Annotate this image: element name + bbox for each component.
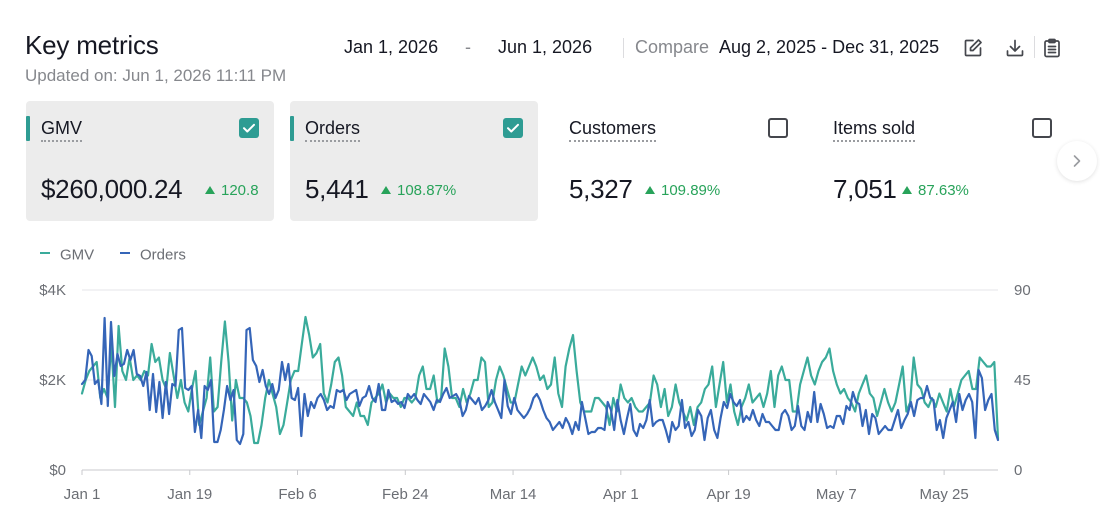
next-cards-button[interactable]	[1057, 141, 1097, 181]
x-tick-label: Apr 19	[706, 486, 750, 503]
card-value: 5,327	[569, 174, 633, 204]
legend-item-orders[interactable]: Orders	[120, 246, 186, 264]
y-left-tick-label: $2K	[39, 372, 66, 389]
date-start[interactable]: Jan 1, 2026	[344, 37, 439, 57]
compare-range[interactable]: Aug 2, 2025 - Dec 31, 2025	[719, 37, 940, 57]
y-left-tick-label: $4K	[39, 282, 66, 299]
card-change-value: 109.89%	[661, 182, 721, 199]
page-title: Key metrics	[25, 30, 159, 60]
up-arrow-icon	[645, 186, 655, 194]
legend-item-gmv[interactable]: GMV	[40, 246, 94, 264]
card-change-value: 120.8	[221, 182, 259, 199]
clipboard-icon[interactable]	[1041, 37, 1063, 59]
up-arrow-icon	[902, 186, 912, 194]
up-arrow-icon	[381, 186, 391, 194]
date-end[interactable]: Jun 1, 2026	[498, 37, 593, 57]
card-change: 108.87%	[381, 182, 456, 199]
chevron-right-icon	[1073, 155, 1081, 167]
card-change-value: 108.87%	[397, 182, 457, 199]
card-checkbox[interactable]	[768, 118, 788, 138]
metric-card-gmv[interactable]: GMV $260,000.24 120.8	[26, 101, 274, 221]
card-label: Orders	[305, 118, 361, 142]
x-tick-label: Feb 24	[382, 486, 429, 503]
legend-swatch	[40, 252, 50, 255]
x-tick-label: Jan 1	[64, 486, 101, 503]
card-checkbox[interactable]	[1032, 118, 1052, 138]
card-accent-bar	[290, 116, 294, 141]
y-right-tick-label: 90	[1014, 282, 1031, 299]
updated-timestamp: Updated on: Jun 1, 2026 11:11 PM	[25, 66, 287, 85]
y-right-tick-label: 45	[1014, 372, 1031, 389]
x-tick-label: May 7	[816, 486, 857, 503]
series-line-orders	[80, 316, 1000, 446]
card-value: 5,441	[305, 174, 369, 204]
card-checkbox[interactable]	[239, 118, 259, 138]
card-change: 109.89%	[645, 182, 720, 199]
metric-card-orders[interactable]: Orders 5,441 108.87%	[290, 101, 538, 221]
card-change: 120.8	[205, 182, 259, 199]
metric-card-items-sold[interactable]: Items sold 7,051 87.63%	[818, 101, 1066, 221]
card-value: 7,051	[833, 174, 897, 204]
x-tick-label: Jan 19	[167, 486, 212, 503]
card-accent-bar	[26, 116, 30, 141]
line-chart: $0 $2K $4K 0 45 90 Jan 1 Jan 19 Feb 6 Feb 24 Mar 1…	[39, 282, 1031, 503]
card-change-value: 87.63%	[918, 182, 969, 199]
legend-label: Orders	[140, 246, 186, 264]
y-left-tick-label: $0	[49, 462, 66, 479]
metric-card-customers[interactable]: Customers 5,327 109.89%	[554, 101, 802, 221]
date-separator: -	[465, 37, 471, 57]
card-checkbox[interactable]	[503, 118, 523, 138]
y-right-tick-label: 0	[1014, 462, 1022, 479]
card-change: 87.63%	[902, 182, 969, 199]
up-arrow-icon	[205, 186, 215, 194]
header-divider	[623, 38, 624, 58]
legend-label: GMV	[60, 246, 95, 264]
x-tick-label: Apr 1	[603, 486, 639, 503]
card-label: Items sold	[833, 118, 916, 142]
x-tick-label: Mar 14	[490, 486, 537, 503]
edit-icon[interactable]	[962, 37, 984, 59]
x-tick-label: May 25	[920, 486, 969, 503]
toolbar-divider	[1034, 36, 1035, 58]
card-label: Customers	[569, 118, 657, 142]
download-icon[interactable]	[1004, 37, 1026, 59]
x-tick-label: Feb 6	[278, 486, 316, 503]
legend-swatch	[120, 252, 130, 255]
compare-label: Compare	[635, 37, 710, 57]
card-label: GMV	[41, 118, 83, 142]
card-value: $260,000.24	[41, 174, 183, 204]
